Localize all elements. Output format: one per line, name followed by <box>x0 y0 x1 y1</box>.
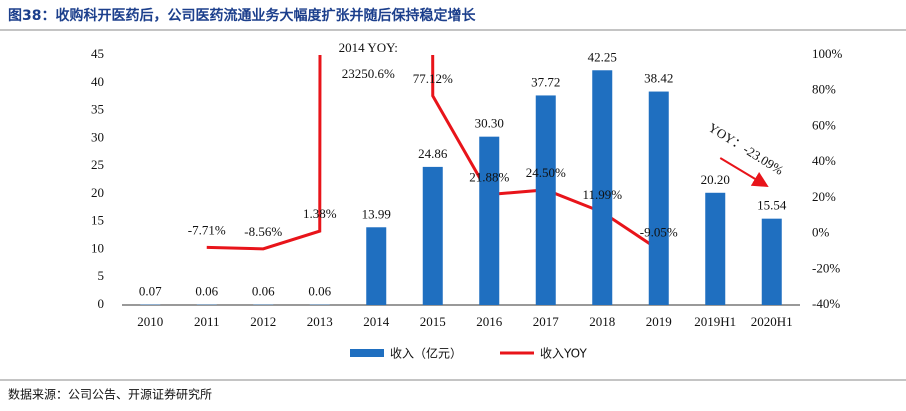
bar <box>535 95 556 305</box>
y-tick-label: 20 <box>91 185 104 200</box>
y-tick-label: 35 <box>91 102 104 117</box>
y-tick-label: 15 <box>91 213 104 228</box>
x-tick-label: 2020H1 <box>751 314 793 329</box>
plot-clip <box>206 55 660 251</box>
y-tick-label: 45 <box>91 46 104 61</box>
line-label: 21.88% <box>469 169 509 184</box>
bar-label: 24.86 <box>418 146 448 161</box>
line-label: -8.56% <box>244 224 282 239</box>
x-tick-label: 2015 <box>420 314 446 329</box>
source: 数据来源：公司公告、开源证券研究所 <box>8 387 212 402</box>
line-label: 23250.6% <box>342 66 395 81</box>
bar-label: 0.07 <box>139 284 162 299</box>
x-tick-label: 2016 <box>476 314 503 329</box>
y2-tick-label: -20% <box>812 260 840 275</box>
bar-label: 0.06 <box>252 284 275 299</box>
line-label: -7.71% <box>188 222 226 237</box>
x-tick-label: 2019 <box>646 314 672 329</box>
chart-title: 图38：收购科开医药后，公司医药流通业务大幅度扩张并随后保持稳定增长 <box>8 7 476 24</box>
x-tick-label: 2012 <box>250 314 276 329</box>
bar-label: 0.06 <box>308 284 331 299</box>
y2-tick-label: 100% <box>812 46 843 61</box>
line-label: 24.50% <box>526 165 566 180</box>
bar <box>592 70 613 306</box>
y2-tick-label: 60% <box>812 117 836 132</box>
annotation: 2014 YOY: <box>339 40 398 55</box>
bar <box>366 227 387 305</box>
line-label: -9.05% <box>640 225 678 240</box>
line <box>206 55 660 251</box>
legend-swatch <box>350 349 384 357</box>
legend-label: 收入YOY <box>540 347 587 361</box>
y-tick-label: 40 <box>91 74 104 89</box>
y2-tick-label: 40% <box>812 153 836 168</box>
bar-label: 42.25 <box>588 49 617 64</box>
bar <box>705 192 726 305</box>
y2-tick-label: -40% <box>812 296 840 311</box>
bar <box>479 136 500 305</box>
bar <box>761 218 782 305</box>
annotation-arrow <box>719 157 769 188</box>
x-tick-label: 2011 <box>194 314 220 329</box>
y-tick-label: 25 <box>91 157 104 172</box>
line-label: 1.38% <box>303 206 337 221</box>
bar-label: 0.06 <box>195 284 218 299</box>
line-label: 77.12% <box>413 71 453 86</box>
bar <box>648 91 669 305</box>
legend-label: 收入（亿元） <box>390 346 462 361</box>
y2-tick-label: 80% <box>812 82 836 97</box>
x-tick-label: 2018 <box>589 314 615 329</box>
y-tick-label: 30 <box>91 129 104 144</box>
x-tick-label: 2019H1 <box>694 314 736 329</box>
y-tick-label: 0 <box>98 296 105 311</box>
bar-label: 13.99 <box>362 206 391 221</box>
x-tick-label: 2014 <box>363 314 390 329</box>
y-tick-label: 5 <box>98 268 105 283</box>
y-tick-label: 10 <box>91 240 104 255</box>
line-label: 11.99% <box>582 187 622 202</box>
bar-label: 30.30 <box>475 116 504 131</box>
x-tick-label: 2013 <box>307 314 333 329</box>
y2-tick-label: 0% <box>812 225 830 240</box>
bar-label: 15.54 <box>757 198 787 213</box>
bar <box>422 166 443 305</box>
annotation: YOY：-23.09% <box>706 120 787 178</box>
bar-label: 38.42 <box>644 71 673 86</box>
y2-tick-label: 20% <box>812 189 836 204</box>
bar-label: 37.72 <box>531 74 560 89</box>
x-tick-label: 2017 <box>533 314 560 329</box>
x-tick-label: 2010 <box>137 314 163 329</box>
bar-label: 20.20 <box>701 172 730 187</box>
